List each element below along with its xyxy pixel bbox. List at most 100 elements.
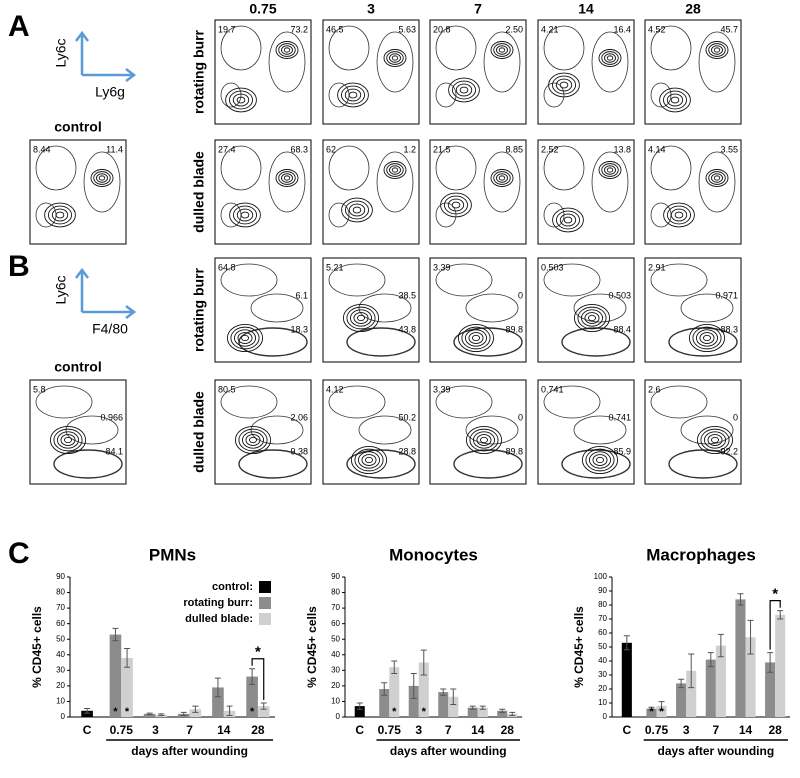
error-bar bbox=[767, 652, 774, 673]
gate-value: 4.52 bbox=[648, 24, 666, 34]
gate-value: 0 bbox=[518, 290, 523, 300]
contour bbox=[708, 43, 726, 57]
gate bbox=[346, 327, 416, 357]
x-tick-label: 3 bbox=[683, 723, 690, 737]
gate bbox=[650, 145, 692, 191]
contour bbox=[703, 334, 711, 342]
plot-frame bbox=[29, 139, 127, 245]
contour bbox=[352, 206, 362, 214]
axis-label: Ly6c bbox=[53, 38, 69, 67]
contour bbox=[465, 425, 503, 455]
significance-label: * bbox=[255, 644, 261, 661]
contour bbox=[348, 91, 358, 99]
contour bbox=[448, 77, 480, 103]
plot-frame bbox=[537, 379, 635, 485]
gate bbox=[650, 25, 692, 71]
chart-title: PMNs bbox=[149, 545, 196, 564]
gate-value: 88.3 bbox=[720, 324, 738, 334]
contour bbox=[468, 332, 484, 344]
gate-value: 9.38 bbox=[290, 446, 308, 456]
contour bbox=[44, 202, 76, 228]
axis-label: Ly6c bbox=[53, 275, 69, 304]
contour bbox=[469, 428, 499, 452]
gate-value: 73.2 bbox=[290, 24, 308, 34]
arrow-head bbox=[75, 267, 89, 279]
contour bbox=[663, 90, 688, 110]
contour bbox=[695, 329, 719, 347]
gate-value: 45.7 bbox=[720, 24, 738, 34]
gate-value: 89.8 bbox=[505, 446, 523, 456]
x-axis-label: days after wounding bbox=[131, 744, 248, 758]
contour bbox=[230, 326, 260, 350]
gate bbox=[543, 145, 585, 191]
contour bbox=[601, 163, 619, 177]
x-tick-label: C bbox=[622, 723, 631, 737]
bar bbox=[735, 599, 746, 717]
contour bbox=[604, 165, 616, 175]
contour bbox=[496, 45, 508, 55]
gate bbox=[238, 327, 308, 357]
contour bbox=[667, 205, 692, 225]
x-tick-label: 28 bbox=[501, 723, 515, 737]
significance-mark: * bbox=[113, 706, 118, 718]
gate bbox=[250, 415, 304, 445]
contour bbox=[391, 55, 399, 61]
error-bar bbox=[737, 593, 744, 606]
bar bbox=[448, 696, 459, 717]
bar bbox=[676, 683, 687, 717]
contour bbox=[490, 41, 514, 59]
gate bbox=[376, 151, 414, 213]
contour bbox=[705, 169, 729, 187]
control-label: control bbox=[54, 119, 101, 135]
gate bbox=[680, 293, 734, 323]
contour bbox=[559, 213, 577, 227]
contour bbox=[361, 454, 377, 466]
contour bbox=[596, 456, 604, 464]
contour bbox=[386, 163, 404, 177]
contour bbox=[283, 175, 291, 181]
error-bar bbox=[623, 635, 630, 651]
error-bar bbox=[450, 688, 457, 706]
contour bbox=[480, 436, 488, 444]
gate bbox=[358, 415, 412, 445]
contour bbox=[498, 47, 506, 53]
bar bbox=[656, 705, 667, 717]
y-tick-label: 100 bbox=[594, 572, 608, 581]
gate bbox=[65, 415, 119, 445]
contour bbox=[452, 80, 477, 100]
plot-frame bbox=[29, 379, 127, 485]
y-tick-label: 60 bbox=[331, 619, 340, 628]
contour bbox=[457, 323, 495, 353]
contour bbox=[447, 198, 465, 212]
y-tick-label: 40 bbox=[56, 650, 65, 659]
error-bar bbox=[158, 713, 165, 716]
chart-title: Monocytes bbox=[389, 545, 478, 564]
gate bbox=[698, 151, 736, 213]
gate-value: 11.4 bbox=[106, 144, 123, 154]
contour bbox=[389, 165, 401, 175]
plot-frame bbox=[214, 257, 312, 363]
plot-frame bbox=[537, 139, 635, 245]
plot-frame bbox=[644, 139, 742, 245]
gate-value: 4.14 bbox=[648, 144, 666, 154]
bar bbox=[109, 634, 122, 717]
gate bbox=[358, 293, 412, 323]
gate bbox=[83, 151, 121, 213]
gate bbox=[561, 449, 631, 479]
y-tick-label: 40 bbox=[331, 650, 340, 659]
contour bbox=[365, 456, 373, 464]
contour bbox=[598, 161, 622, 179]
bar bbox=[497, 710, 508, 717]
contour bbox=[233, 329, 257, 347]
y-tick-label: 10 bbox=[56, 697, 65, 706]
contour bbox=[496, 173, 508, 183]
gate bbox=[435, 202, 457, 228]
contour bbox=[552, 207, 584, 233]
significance-mark: * bbox=[659, 706, 664, 718]
bar bbox=[646, 708, 657, 717]
gate-value: 2.06 bbox=[290, 412, 308, 422]
gate bbox=[328, 202, 350, 228]
gate bbox=[465, 415, 519, 445]
gate bbox=[573, 415, 627, 445]
gate bbox=[543, 385, 601, 419]
